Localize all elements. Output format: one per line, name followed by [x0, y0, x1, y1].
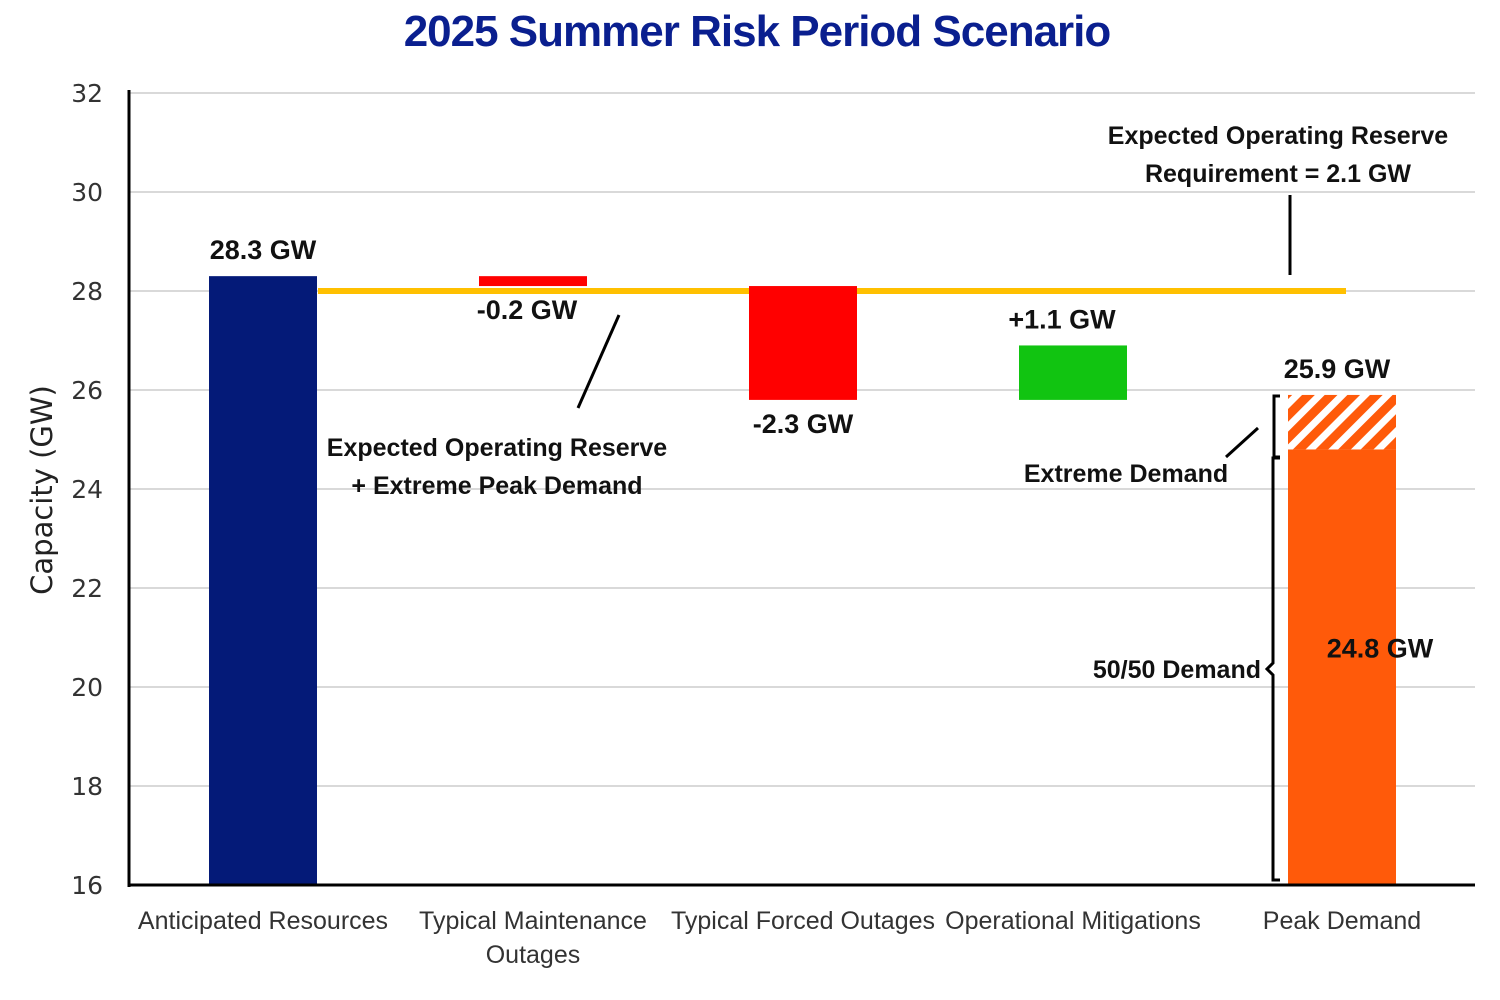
annotation-reserve-extreme-line2: + Extreme Peak Demand [351, 472, 642, 500]
x-axis-categories: Anticipated Resources Typical Maintenance… [138, 907, 1421, 969]
x-category-label: Anticipated Resources [138, 907, 388, 935]
data-labels: 28.3 GW -0.2 GW -2.3 GW +1.1 GW 24.8 GW 25.9 … [210, 235, 1434, 663]
annotation-reserve-requirement-line1: Expected Operating Reserve [1108, 122, 1449, 150]
bar [209, 276, 317, 885]
fifty-fifty-demand-bracket [1264, 456, 1280, 882]
y-tick-label: 16 [71, 871, 103, 900]
annotation-extreme-demand: Extreme Demand [1024, 460, 1228, 488]
x-category-label: Operational Mitigations [945, 907, 1201, 935]
y-tick-label: 30 [71, 178, 103, 207]
data-label: 28.3 GW [210, 235, 317, 265]
bar [1288, 449, 1396, 885]
bar-extreme-demand [1288, 394, 1396, 450]
data-label: 25.9 GW [1284, 354, 1391, 384]
data-label: -0.2 GW [477, 295, 578, 325]
bar [479, 276, 587, 287]
extreme-demand-bracket [1272, 394, 1280, 459]
data-label: 24.8 GW [1327, 633, 1434, 663]
x-category-label: Peak Demand [1263, 907, 1421, 935]
annotation-reserve-extreme-line1: Expected Operating Reserve [327, 434, 668, 462]
bars [209, 276, 1396, 885]
data-label: +1.1 GW [1008, 304, 1116, 334]
bar [1019, 345, 1127, 400]
y-tick-label: 26 [71, 376, 103, 405]
bar [749, 286, 857, 400]
x-category-label: Typical Forced Outages [671, 907, 935, 935]
data-label: -2.3 GW [753, 409, 854, 439]
annotation-reserve-requirement-line2: Requirement = 2.1 GW [1145, 160, 1411, 188]
x-category-label: Typical Maintenance [419, 907, 647, 935]
chart-title: 2025 Summer Risk Period Scenario [404, 7, 1111, 56]
y-axis-ticks: 16 18 20 22 24 26 28 30 32 [71, 79, 103, 900]
annotation-fifty-fifty-demand: 50/50 Demand [1093, 656, 1261, 684]
y-tick-label: 22 [71, 574, 103, 603]
annotation-reserve-extreme-leader [576, 314, 621, 409]
x-category-label: Outages [486, 941, 581, 969]
y-tick-label: 32 [71, 79, 103, 108]
y-axis-label: Capacity (GW) [25, 385, 59, 595]
y-tick-label: 24 [71, 475, 103, 504]
y-tick-label: 20 [71, 673, 103, 702]
annotation-extreme-demand-leader [1224, 426, 1260, 459]
y-tick-label: 18 [71, 772, 103, 801]
y-tick-label: 28 [71, 277, 103, 306]
